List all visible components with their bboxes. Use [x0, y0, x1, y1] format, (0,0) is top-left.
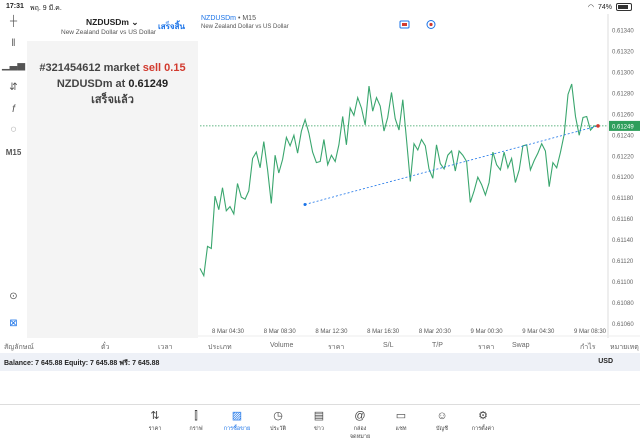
- order-entry-marker: [303, 202, 307, 206]
- chart-toolbar: ┼ ǁ ▁▃▅ ⇵ f ◌ M15 ⊙ ⊠: [0, 14, 27, 338]
- y-tick-label: 0.61320: [612, 50, 634, 56]
- y-tick-label: 0.61180: [612, 196, 634, 202]
- panel-header: NZDUSDm ⌄ New Zealand Dollar vs US Dolla…: [27, 14, 198, 41]
- battery-icon: [616, 3, 632, 11]
- price-badge: [609, 120, 640, 131]
- price-series-line: [199, 83, 598, 278]
- status-right: ◠ 74%: [588, 3, 632, 11]
- status-bar: 17:31 พฤ. 9 มี.ค. ◠ 74%: [0, 0, 640, 14]
- tab-news[interactable]: ▤ ข่าว: [304, 409, 334, 433]
- chart-icon: ⫿: [194, 410, 198, 422]
- settings-icon: ⚙: [478, 410, 488, 422]
- x-tick-label: 8 Mar 16:30: [367, 329, 400, 335]
- y-tick-label: 0.61200: [612, 175, 634, 181]
- y-tick-label: 0.61340: [612, 29, 634, 35]
- order-result-panel: NZDUSDm ⌄ New Zealand Dollar vs US Dolla…: [27, 14, 198, 338]
- price-chart[interactable]: 0.61340 0.61320 0.61300 0.61280 0.61260 0.612…: [198, 14, 640, 338]
- tab-quotes[interactable]: ⇅ ราคา: [140, 409, 170, 433]
- x-tick-label: 8 Mar 04:30: [212, 329, 245, 335]
- balance-currency: USD: [598, 358, 613, 365]
- tab-chart[interactable]: ⫿ กราฟ: [181, 409, 211, 433]
- status-date: พฤ. 9 มี.ค.: [30, 5, 62, 12]
- ticket-line2: NZDUSDm at: [56, 78, 126, 90]
- col-time[interactable]: เวลา: [158, 344, 173, 351]
- timeframe-button[interactable]: M15: [5, 148, 22, 157]
- wifi-icon: ◠: [587, 4, 594, 11]
- quotes-icon: ⇅: [150, 410, 160, 422]
- x-tick-label: 9 Mar 08:30: [574, 329, 607, 335]
- zoom-icon[interactable]: ⊙: [9, 291, 18, 302]
- col-type[interactable]: ประเภท: [208, 344, 232, 351]
- tab-mailbox[interactable]: @ กล่องจดหมาย: [345, 409, 375, 441]
- y-tick-label: 0.61220: [612, 154, 634, 160]
- bars-icon[interactable]: ǁ: [11, 38, 16, 49]
- col-symbol[interactable]: สัญลักษณ์: [4, 344, 34, 351]
- ticket-price: 0.61249: [128, 78, 169, 90]
- order-trend-line: [304, 125, 599, 205]
- y-tick-label: 0.61140: [612, 238, 634, 244]
- chart-symbol: NZDUSDm • M15: [201, 15, 256, 22]
- x-tick-label: 9 Mar 04:30: [522, 329, 555, 335]
- ticket-status: เสร็จแล้ว: [91, 94, 134, 106]
- x-tick-label: 8 Mar 08:30: [264, 329, 297, 335]
- screenshot-icon-dot: [402, 23, 407, 26]
- tab-account[interactable]: ☺ บัญชี: [427, 409, 457, 433]
- col-tp[interactable]: T/P: [432, 342, 443, 349]
- y-tick-label: 0.61160: [612, 217, 634, 223]
- settings-icon-dot: [429, 22, 433, 27]
- news-icon: ▤: [313, 410, 325, 422]
- done-button[interactable]: เสร็จสิ้น: [158, 22, 185, 31]
- ticket-line1: #321454612 market: [39, 62, 140, 74]
- y-tick-label: 0.61120: [612, 259, 634, 265]
- y-tick-label: 0.61240: [612, 133, 634, 139]
- col-volume[interactable]: Volume: [270, 342, 294, 349]
- history-icon: ◷: [273, 410, 283, 422]
- function-icon[interactable]: f: [12, 104, 15, 115]
- col-price[interactable]: ราคา: [328, 344, 345, 351]
- y-tick-label: 0.61060: [612, 322, 634, 328]
- trade-icon: ▨: [231, 410, 243, 422]
- panel-symbol[interactable]: NZDUSDm ⌄: [86, 17, 139, 27]
- x-tick-label: 9 Mar 00:30: [471, 329, 504, 335]
- account-icon: ☺: [436, 410, 448, 422]
- col-comment[interactable]: หมายเหตุ: [610, 344, 639, 351]
- indicators-icon[interactable]: ▁▃▅: [1, 60, 26, 71]
- tab-chat[interactable]: ▭ แชท: [386, 409, 416, 433]
- panel-description: New Zealand Dollar vs US Dollar: [61, 29, 157, 36]
- tab-trade[interactable]: ▨ การซื้อขาย: [223, 410, 251, 432]
- mailbox-icon: @: [354, 410, 366, 422]
- balance-bar: Balance: 7 645.88 Equity: 7 645.88 ฟรี: …: [0, 353, 640, 371]
- balance-text: Balance: 7 645.88 Equity: 7 645.88 ฟรี: …: [4, 360, 160, 367]
- tab-settings[interactable]: ⚙ การตั้งค่า: [468, 409, 498, 433]
- y-tick-label: 0.61100: [612, 280, 634, 286]
- objects-icon[interactable]: ⇵: [9, 82, 18, 93]
- shapes-icon[interactable]: ◌: [10, 124, 17, 135]
- y-tick-label: 0.61080: [612, 301, 634, 307]
- status-time: 17:31: [6, 3, 24, 10]
- col-sl[interactable]: S/L: [383, 342, 394, 349]
- x-tick-label: 8 Mar 12:30: [315, 329, 348, 335]
- ticket-side: sell 0.15: [142, 62, 186, 74]
- chart-svg: 0.61340 0.61320 0.61300 0.61280 0.61260 0.612…: [198, 14, 640, 338]
- bottom-tab-bar: ⇅ ราคา ⫿ กราฟ ▨ การซื้อขาย ◷ ประวัติ ▤ ข่าว @…: [0, 404, 640, 448]
- crosshair-icon[interactable]: ┼: [9, 16, 18, 27]
- price-badge-label: 0.61249: [612, 124, 634, 130]
- current-price-marker: [596, 124, 600, 128]
- y-tick-label: 0.61280: [612, 91, 634, 97]
- x-tick-label: 8 Mar 20:30: [419, 329, 452, 335]
- y-tick-label: 0.61260: [612, 112, 634, 118]
- col-ticket[interactable]: ตั๋ว: [101, 344, 110, 351]
- one-click-trading-icon[interactable]: ⊠: [9, 318, 18, 329]
- positions-header: สัญลักษณ์ ตั๋ว เวลา ประเภท Volume ราคา S…: [0, 339, 640, 353]
- col-swap[interactable]: Swap: [512, 342, 530, 349]
- battery-percent: 74%: [597, 3, 612, 11]
- y-tick-label: 0.61300: [612, 70, 634, 76]
- order-ticket-message: #321454612 market sell 0.15 NZDUSDm at 0…: [27, 60, 198, 108]
- tab-history[interactable]: ◷ ประวัติ: [263, 409, 293, 433]
- chat-icon: ▭: [395, 410, 407, 422]
- col-profit[interactable]: กำไร: [580, 344, 596, 351]
- chart-description: New Zealand Dollar vs US Dollar: [201, 24, 289, 30]
- col-price2[interactable]: ราคา: [478, 344, 495, 351]
